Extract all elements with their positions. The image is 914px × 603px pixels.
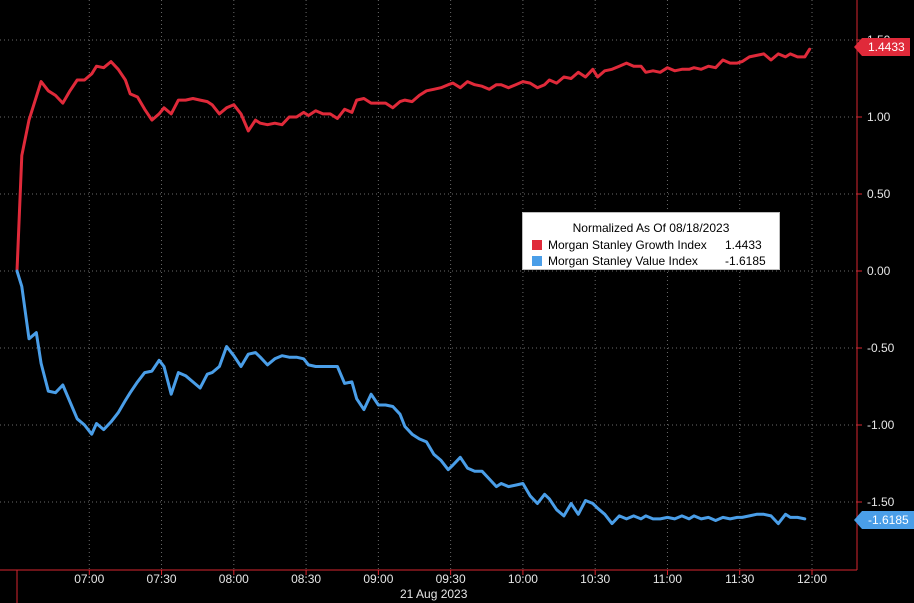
legend-value-value: -1.6185 (725, 254, 766, 268)
series-line-value (15, 269, 807, 526)
x-tick-label: 10:00 (508, 572, 538, 586)
gridlines (0, 0, 857, 570)
y-tick-label: 0.50 (867, 187, 891, 201)
x-tick-label: 09:30 (436, 572, 466, 586)
x-tick-label: 11:30 (725, 572, 754, 586)
series-lines (15, 47, 812, 526)
legend-value-growth: 1.4433 (725, 238, 762, 252)
x-tick-labels: 07:00 07:30 08:00 08:30 09:00 09:30 10:00 10:30… (74, 570, 827, 586)
legend-title: Normalized As Of 08/18/2023 (572, 221, 730, 235)
y-tick-label: 1.00 (867, 110, 891, 124)
legend-swatch-value (532, 256, 542, 266)
x-tick-label: 07:30 (147, 572, 177, 586)
x-tick-label: 12:00 (797, 572, 827, 586)
last-value-tag-value: -1.6185 (854, 511, 914, 529)
y-tick-labels: 1.501.000.500.00-0.50-1.00-1.50 (857, 33, 895, 509)
axes (0, 0, 858, 603)
date-label: 21 Aug 2023 (400, 587, 468, 601)
y-tick-label: -0.50 (867, 341, 895, 355)
y-tick-label: 0.00 (867, 264, 891, 278)
legend-name-value: Morgan Stanley Value Index (548, 254, 698, 268)
x-tick-label: 09:00 (363, 572, 393, 586)
legend-name-growth: Morgan Stanley Growth Index (548, 238, 707, 252)
x-tick-label: 08:30 (291, 572, 321, 586)
legend-entry-growth: Morgan Stanley Growth Index 1.4433 (523, 237, 779, 253)
legend-entry-value: Morgan Stanley Value Index -1.6185 (523, 253, 779, 269)
x-tick-label: 10:30 (580, 572, 610, 586)
y-tick-label: -1.50 (867, 495, 895, 509)
x-tick-label: 08:00 (219, 572, 249, 586)
x-tick-label: 07:00 (74, 572, 104, 586)
x-tick-label: 11:00 (653, 572, 682, 586)
series-line-growth (15, 47, 812, 273)
legend: Normalized As Of 08/18/2023 Morgan Stanl… (522, 212, 780, 270)
y-tick-label: -1.00 (867, 418, 895, 432)
last-value-tag-growth: 1.4433 (854, 38, 910, 56)
legend-swatch-growth (532, 240, 542, 250)
